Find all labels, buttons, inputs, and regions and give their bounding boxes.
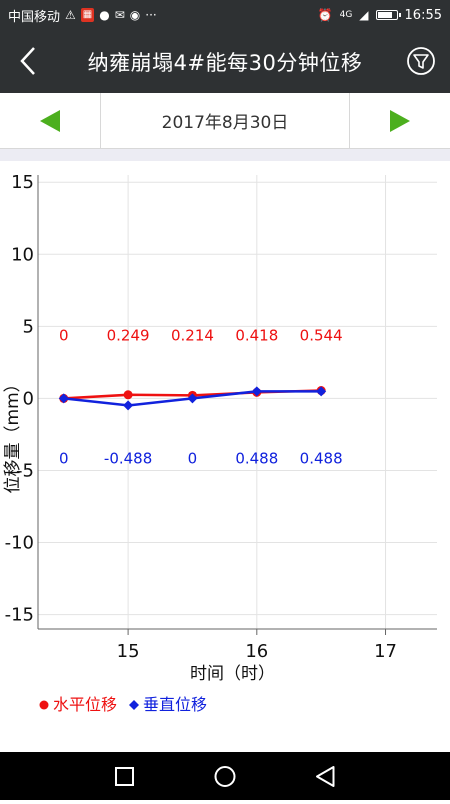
y-tick-label: -10 xyxy=(5,533,34,554)
clock: 16:55 xyxy=(404,7,442,23)
x-axis-title: 时间（时） xyxy=(190,664,275,684)
data-label: 0 xyxy=(59,327,69,345)
battery-fill xyxy=(377,12,392,18)
y-tick-label: -5 xyxy=(16,460,34,481)
data-label: 0 xyxy=(59,449,69,467)
data-point xyxy=(316,386,327,397)
signal-icon: ◢ xyxy=(359,8,369,22)
triangle-right-icon xyxy=(390,109,410,132)
triangle-left-icon xyxy=(40,109,60,132)
y-tick-label: 5 xyxy=(23,316,34,337)
more-icon: ··· xyxy=(145,8,157,22)
legend-label: 垂直位移 xyxy=(143,695,207,714)
data-point xyxy=(123,390,133,400)
battery-icon xyxy=(375,10,401,20)
y-axis-title: 位移量（mm） xyxy=(3,375,23,493)
page-title: 纳雍崩塌4#能每30分钟位移 xyxy=(87,50,363,75)
date-navigator: 2017年8月30日 xyxy=(0,93,450,149)
data-label: 0.418 xyxy=(235,327,278,345)
data-label: 0.488 xyxy=(300,449,343,467)
system-nav-bar xyxy=(0,752,450,800)
mail-icon: ✉ xyxy=(114,8,125,22)
legend-marker-diamond xyxy=(129,700,139,710)
back-triangle-icon[interactable] xyxy=(316,766,335,787)
app-icon: ▦ xyxy=(80,8,95,22)
y-tick-label: 0 xyxy=(23,388,34,409)
warning-icon: ⚠ xyxy=(65,8,76,22)
filter-icon[interactable] xyxy=(406,46,436,76)
app-bar: 纳雍崩塌4#能每30分钟位移 xyxy=(0,30,450,93)
home-circle-icon[interactable] xyxy=(214,766,236,787)
wechat-icon: ◉ xyxy=(129,8,141,22)
y-tick-label: -15 xyxy=(5,605,34,626)
separator xyxy=(0,149,450,161)
legend-label: 水平位移 xyxy=(53,695,117,714)
status-bar: 中国移动 ⚠ ▦ ● ✉ ◉ ··· ⏰ 4G ◢ 16:55 xyxy=(0,0,450,30)
data-label: -0.488 xyxy=(104,449,152,467)
chat-icon: ● xyxy=(99,8,110,22)
displacement-chart: 15 10 5 0 -5 -10 -15 15 16 17 时间（时） 位移量（mm） 0 0.249 0… xyxy=(3,172,437,714)
data-point xyxy=(58,393,69,404)
data-label: 0.214 xyxy=(171,327,214,345)
data-label: 0 xyxy=(188,449,198,467)
y-tick-label: 10 xyxy=(11,244,34,265)
chevron-left-icon[interactable] xyxy=(14,44,44,78)
data-label: 0.544 xyxy=(300,327,343,345)
recents-square-icon[interactable] xyxy=(115,767,134,786)
alarm-icon: ⏰ xyxy=(317,8,333,22)
x-tick-label: 15 xyxy=(117,641,140,662)
data-point xyxy=(187,393,198,404)
network-type: 4G xyxy=(339,10,353,20)
next-day-button[interactable] xyxy=(350,93,450,148)
data-label: 0.488 xyxy=(235,449,278,467)
data-point xyxy=(123,400,134,411)
y-tick-label: 15 xyxy=(11,172,34,193)
current-date[interactable]: 2017年8月30日 xyxy=(100,93,350,148)
data-point xyxy=(251,386,262,397)
legend-marker-circle xyxy=(39,700,49,710)
data-label: 0.249 xyxy=(107,327,150,345)
prev-day-button[interactable] xyxy=(0,93,100,148)
carrier-name: 中国移动 xyxy=(8,9,61,25)
x-tick-label: 16 xyxy=(245,641,268,662)
x-tick-label: 17 xyxy=(374,641,397,662)
